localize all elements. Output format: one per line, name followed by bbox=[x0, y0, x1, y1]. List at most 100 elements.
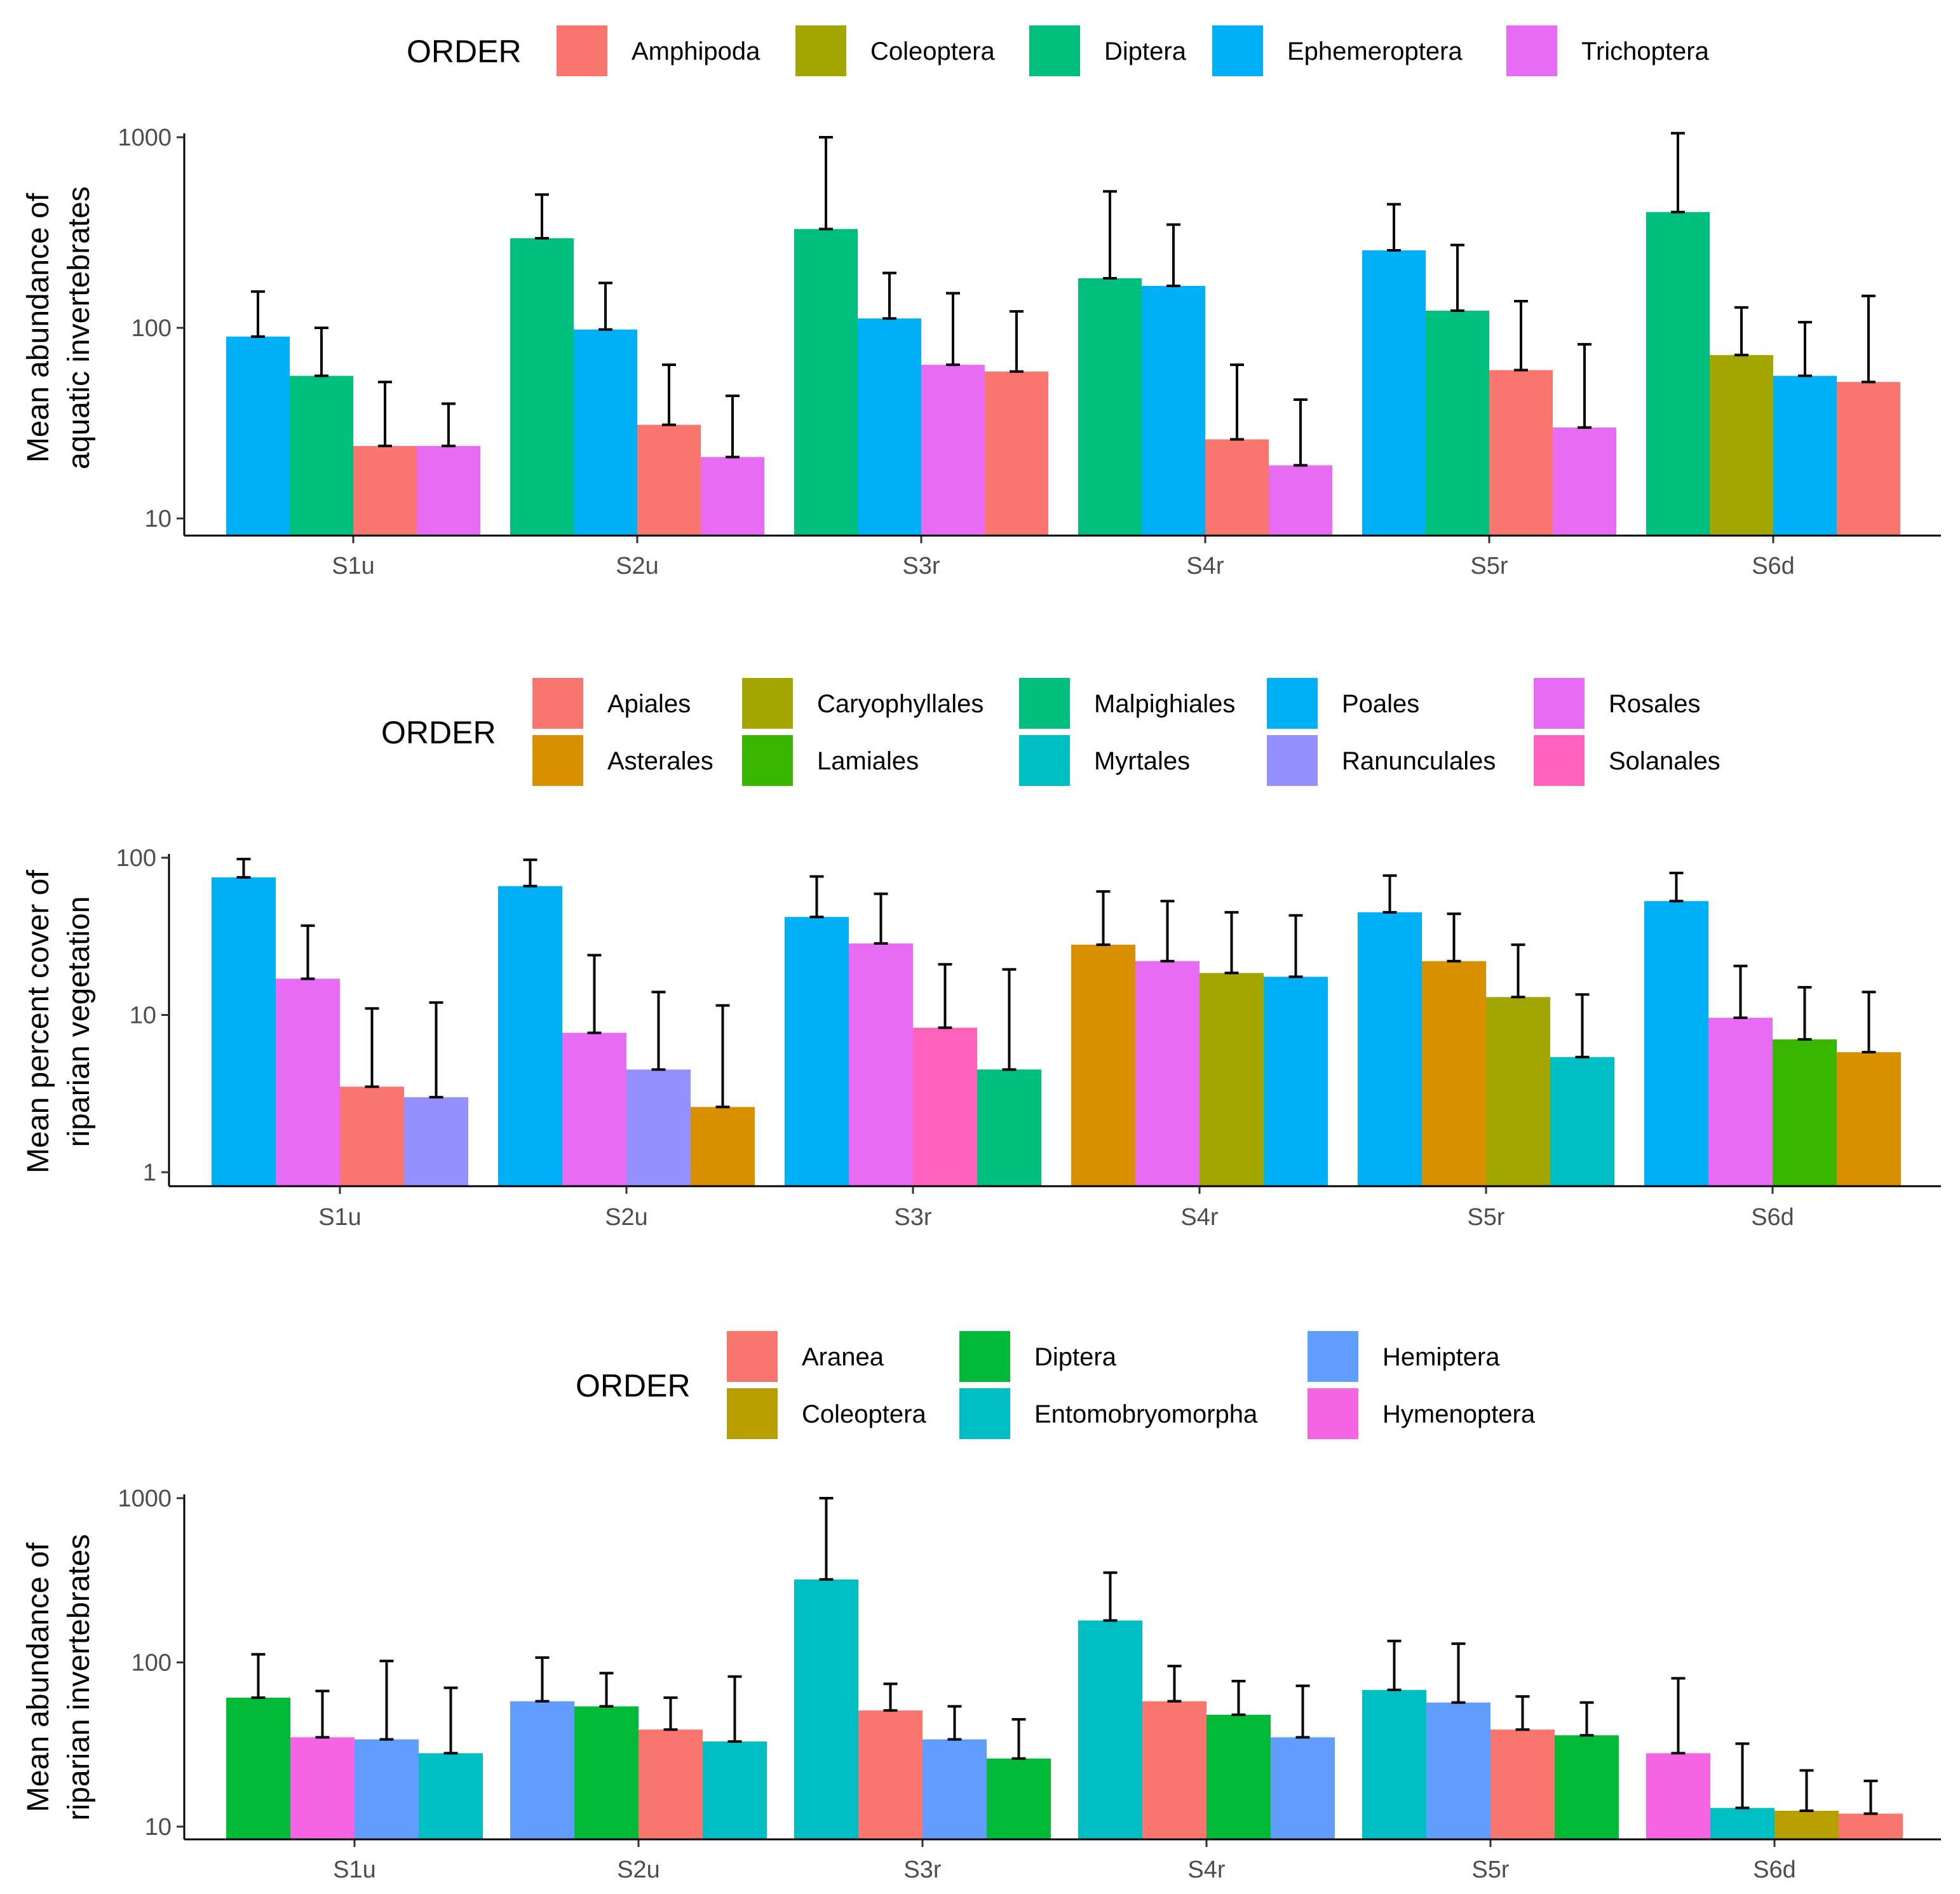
bar-s2u-amphipoda bbox=[637, 424, 701, 536]
bar-s1u-apiales bbox=[340, 1086, 404, 1186]
bar-s4r-hemiptera bbox=[1271, 1737, 1335, 1839]
bar-s1u-diptera bbox=[290, 375, 353, 536]
bar-s1u-hymenoptera bbox=[290, 1737, 355, 1839]
bar-s3r-solanales bbox=[913, 1027, 977, 1186]
bar-s6d-ephemeroptera bbox=[1773, 375, 1837, 536]
bar-s1u-rosales bbox=[276, 978, 340, 1186]
bar-s5r-aranea bbox=[1490, 1729, 1555, 1839]
bar-s6d-amphipoda bbox=[1837, 382, 1900, 536]
y-axis-title-line2: aquatic invertebrates bbox=[62, 186, 96, 470]
legend-key-entomobryomorpha bbox=[959, 1388, 1010, 1439]
bar-s6d-coleoptera bbox=[1710, 355, 1773, 536]
x-tick-label-s4r: S4r bbox=[1180, 1204, 1218, 1231]
legend-key-ephemeroptera bbox=[1212, 25, 1263, 76]
legend-label-myrtales: Myrtales bbox=[1094, 747, 1190, 775]
bar-s2u-ranunculales bbox=[626, 1069, 691, 1186]
y-axis-title-line2: riparian vegetation bbox=[62, 896, 96, 1147]
bar-s5r-trichoptera bbox=[1553, 427, 1616, 536]
legend-key-coleoptera bbox=[727, 1388, 778, 1439]
bar-s3r-hemiptera bbox=[923, 1739, 987, 1839]
bar-s4r-rosales bbox=[1135, 961, 1200, 1186]
legend-key-diptera bbox=[959, 1331, 1010, 1382]
legend-key-coleoptera bbox=[795, 25, 846, 76]
legend-title: ORDER bbox=[576, 1368, 691, 1404]
legend-key-diptera bbox=[1029, 25, 1080, 76]
bar-s2u-ephemeroptera bbox=[574, 329, 637, 536]
y-axis-title-line2: riparian invertebrates bbox=[62, 1534, 96, 1821]
legend-label-entomobryomorpha: Entomobryomorpha bbox=[1034, 1400, 1258, 1428]
legend-key-hemiptera bbox=[1308, 1331, 1358, 1382]
bar-s6d-coleoptera bbox=[1774, 1810, 1839, 1839]
bar-s6d-lamiales bbox=[1773, 1039, 1837, 1186]
bar-s3r-poales bbox=[785, 917, 849, 1186]
bar-s4r-diptera bbox=[1206, 1714, 1271, 1839]
y-tick-label: 100 bbox=[116, 845, 156, 872]
legend-title: ORDER bbox=[407, 34, 522, 69]
bar-s6d-hymenoptera bbox=[1646, 1753, 1710, 1839]
legend-key-amphipoda bbox=[557, 25, 607, 76]
x-tick-label-s6d: S6d bbox=[1752, 553, 1795, 579]
bar-s5r-hemiptera bbox=[1426, 1702, 1490, 1839]
bar-s2u-diptera bbox=[510, 238, 574, 536]
bar-s5r-ephemeroptera bbox=[1362, 250, 1426, 536]
x-tick-label-s1u: S1u bbox=[332, 553, 375, 579]
x-tick-label-s3r: S3r bbox=[903, 1857, 941, 1883]
x-tick-label-s1u: S1u bbox=[318, 1204, 362, 1231]
legend-label-ranunculales: Ranunculales bbox=[1342, 747, 1496, 775]
bar-s5r-caryophyllales bbox=[1486, 997, 1550, 1186]
bar-s5r-myrtales bbox=[1550, 1057, 1614, 1186]
bar-s5r-asterales bbox=[1422, 961, 1486, 1186]
x-tick-label-s2u: S2u bbox=[616, 553, 659, 579]
y-axis-title-line1: Mean percent cover of bbox=[22, 870, 55, 1174]
y-tick-label: 100 bbox=[132, 1650, 172, 1677]
x-tick-label-s4r: S4r bbox=[1187, 1857, 1225, 1883]
bar-s3r-diptera bbox=[794, 229, 858, 536]
legend-label-apiales: Apiales bbox=[607, 690, 691, 718]
legend-key-solanales bbox=[1534, 735, 1585, 786]
bar-s6d-asterales bbox=[1837, 1052, 1901, 1186]
legend-label-hemiptera: Hemiptera bbox=[1382, 1343, 1500, 1371]
x-tick-label-s2u: S2u bbox=[617, 1857, 660, 1883]
bar-s4r-asterales bbox=[1071, 944, 1135, 1186]
bar-s6d-diptera bbox=[1646, 212, 1710, 536]
bar-s3r-aranea bbox=[858, 1710, 923, 1839]
legend-label-coleoptera: Coleoptera bbox=[870, 37, 995, 65]
legend-key-hymenoptera bbox=[1308, 1388, 1358, 1439]
legend-key-rosales bbox=[1534, 678, 1585, 729]
y-axis-title-line1: Mean abundance of bbox=[22, 1542, 55, 1812]
legend-key-myrtales bbox=[1019, 735, 1070, 786]
legend-key-lamiales bbox=[742, 735, 793, 786]
legend-label-amphipoda: Amphipoda bbox=[632, 37, 760, 65]
bar-s3r-entomobryomorpha bbox=[794, 1579, 858, 1839]
legend-label-trichoptera: Trichoptera bbox=[1581, 37, 1710, 65]
bar-s6d-aranea bbox=[1839, 1813, 1903, 1839]
legend-label-hymenoptera: Hymenoptera bbox=[1382, 1400, 1536, 1428]
bar-s3r-diptera bbox=[987, 1758, 1051, 1839]
x-tick-label-s3r: S3r bbox=[902, 553, 940, 579]
bar-s2u-aranea bbox=[639, 1729, 703, 1839]
x-tick-label-s4r: S4r bbox=[1186, 553, 1224, 579]
x-tick-label-s5r: S5r bbox=[1470, 553, 1508, 579]
y-tick-label: 10 bbox=[145, 1814, 172, 1841]
bar-s2u-poales bbox=[498, 886, 562, 1186]
y-tick-label: 10 bbox=[145, 506, 172, 532]
legend-key-asterales bbox=[532, 735, 583, 786]
bar-s5r-diptera bbox=[1426, 311, 1489, 536]
x-tick-label-s1u: S1u bbox=[333, 1857, 376, 1883]
bar-s1u-diptera bbox=[226, 1697, 290, 1839]
bar-s5r-entomobryomorpha bbox=[1362, 1689, 1426, 1839]
bar-s1u-ranunculales bbox=[404, 1097, 468, 1186]
y-tick-label: 1 bbox=[143, 1160, 156, 1186]
bar-s6d-poales bbox=[1644, 901, 1708, 1186]
bar-s1u-poales bbox=[212, 877, 276, 1186]
bar-s4r-ephemeroptera bbox=[1142, 285, 1205, 536]
legend-key-apiales bbox=[532, 678, 583, 729]
y-tick-label: 1000 bbox=[118, 1485, 172, 1512]
legend-label-rosales: Rosales bbox=[1609, 690, 1701, 718]
legend-key-malpighiales bbox=[1019, 678, 1070, 729]
bar-s6d-entomobryomorpha bbox=[1710, 1808, 1774, 1839]
bar-s4r-poales bbox=[1264, 977, 1328, 1186]
bar-s2u-trichoptera bbox=[701, 457, 764, 536]
bar-s1u-entomobryomorpha bbox=[419, 1753, 483, 1839]
